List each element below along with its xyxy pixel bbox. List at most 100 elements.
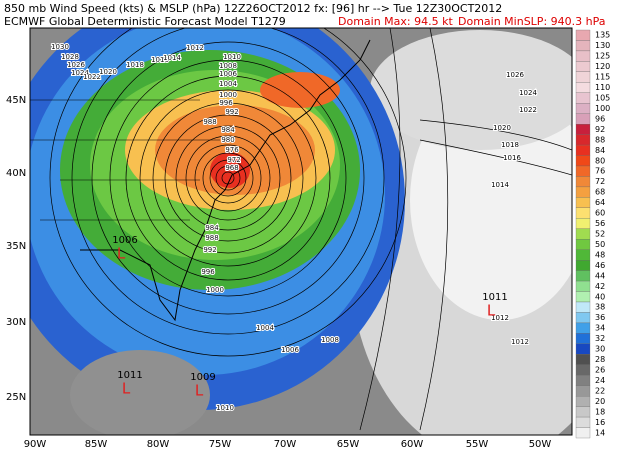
longitude-label: 70W xyxy=(274,439,297,450)
colorbar-swatch xyxy=(575,218,591,229)
colorbar-swatch xyxy=(575,134,591,146)
low-pressure-value: 1011 xyxy=(117,370,142,381)
isobar-label: 1018 xyxy=(126,61,144,69)
colorbar-swatch xyxy=(575,92,591,104)
low-symbol: L xyxy=(195,382,204,400)
colorbar-swatch xyxy=(575,364,591,376)
colorbar-label: 115 xyxy=(595,73,610,82)
colorbar-swatch xyxy=(575,165,591,177)
latitude-label: 45N xyxy=(6,95,26,106)
longitude-label: 55W xyxy=(466,439,489,450)
colorbar-swatch xyxy=(575,144,591,156)
colorbar-label: 42 xyxy=(595,282,605,291)
colorbar-label: 46 xyxy=(595,261,605,270)
colorbar-swatch xyxy=(575,385,591,397)
isobar-label: 988 xyxy=(203,118,216,126)
header-line1: 850 mb Wind Speed (kts) & MSLP (hPa) 12Z… xyxy=(4,2,502,15)
colorbar-label: 60 xyxy=(595,209,605,218)
isobar-label: 1014 xyxy=(491,181,509,189)
colorbar-label: 120 xyxy=(595,62,610,71)
isobar-label: 1010 xyxy=(216,404,234,412)
colorbar-label: 34 xyxy=(595,324,605,333)
latitude-label: 30N xyxy=(6,317,26,328)
colorbar-swatch xyxy=(575,260,591,271)
isobar-label: 1020 xyxy=(99,68,117,76)
colorbar-swatch xyxy=(575,124,591,135)
colorbar-label: 14 xyxy=(595,428,605,437)
latitude-label: 40N xyxy=(6,168,26,179)
colorbar-label: 68 xyxy=(595,188,605,197)
borders xyxy=(30,99,220,221)
colorbar-label: 28 xyxy=(595,355,605,364)
longitude-label: 75W xyxy=(209,439,232,450)
longitude-label: 80W xyxy=(147,439,170,450)
isobar-label: 996 xyxy=(201,268,215,276)
colorbar-swatch xyxy=(575,176,591,188)
isobar-label: 980 xyxy=(221,136,234,144)
colorbar-swatch xyxy=(575,333,591,344)
isobar-label: 1006 xyxy=(219,70,237,78)
colorbar-label: 36 xyxy=(595,313,605,322)
isobar-label: 1026 xyxy=(67,61,85,69)
colorbar-label: 130 xyxy=(595,41,610,50)
isobar-label: 1012 xyxy=(491,314,509,322)
isobar-label: 1022 xyxy=(83,73,101,81)
isobar-label: 1020 xyxy=(493,124,511,132)
colorbar-label: 92 xyxy=(595,125,605,134)
isobar-label: 992 xyxy=(203,246,216,254)
colorbar-swatch xyxy=(575,113,591,125)
low-symbol: L xyxy=(122,380,131,398)
colorbar-label: 38 xyxy=(595,303,605,312)
colorbar-swatch xyxy=(575,186,591,198)
colorbar-swatch xyxy=(575,312,591,324)
colorbar-label: 72 xyxy=(595,177,605,186)
colorbar-label: 135 xyxy=(595,31,610,40)
colorbar-label: 52 xyxy=(595,230,605,239)
colorbar-label: 16 xyxy=(595,418,605,427)
colorbar-swatch xyxy=(575,197,591,208)
isobar-label: 1012 xyxy=(511,338,529,346)
colorbar-label: 24 xyxy=(595,376,605,385)
colorbar-swatch xyxy=(575,343,591,355)
colorbar-label: 84 xyxy=(595,146,605,155)
isobar-label: 1006 xyxy=(281,346,299,354)
colorbar-label: 22 xyxy=(595,386,605,395)
colorbar-label: 56 xyxy=(595,219,605,228)
colorbar-label: 80 xyxy=(595,156,605,165)
isobar-label: 1010 xyxy=(223,53,241,61)
colorbar-swatch xyxy=(575,249,591,261)
isobar-label: 988 xyxy=(205,234,218,242)
colorbar-swatch xyxy=(575,280,591,292)
domain-max: Domain Max: 94.5 kt xyxy=(338,15,453,28)
colorbar-swatch xyxy=(575,396,591,407)
colorbar-label: 125 xyxy=(595,52,610,61)
colorbar-label: 18 xyxy=(595,407,605,416)
isobar-label: 996 xyxy=(219,99,233,107)
isobars xyxy=(49,28,572,431)
colorbar-label: 26 xyxy=(595,366,605,375)
map-frame xyxy=(29,27,573,436)
colorbar-swatch xyxy=(575,228,591,240)
colorbar-label: 40 xyxy=(595,292,605,301)
colorbar-swatch xyxy=(575,29,591,41)
isobar-label: 1014 xyxy=(163,54,181,62)
colorbar-label: 105 xyxy=(595,94,610,103)
colorbar-swatch xyxy=(575,40,591,52)
colorbar-label: 20 xyxy=(595,397,605,406)
isobar-label: 984 xyxy=(221,126,235,134)
low-symbol: L xyxy=(117,245,126,263)
isobar-label: 992 xyxy=(225,108,238,116)
latitude-label: 35N xyxy=(6,241,26,252)
colorbar-swatch xyxy=(575,322,591,334)
isobar-label: 1012 xyxy=(186,44,204,52)
colorbar-swatch xyxy=(575,71,591,83)
colorbar-swatch xyxy=(575,82,591,93)
low-symbol: L xyxy=(487,302,496,320)
colorbar-swatch xyxy=(575,207,591,219)
colorbar-label: 30 xyxy=(595,345,605,354)
colorbar-label: 110 xyxy=(595,83,610,92)
isobar-label: 1024 xyxy=(71,69,89,77)
colorbar-swatch xyxy=(575,103,591,114)
isobar-label: 1018 xyxy=(501,141,519,149)
colorbar-swatch xyxy=(575,406,591,418)
